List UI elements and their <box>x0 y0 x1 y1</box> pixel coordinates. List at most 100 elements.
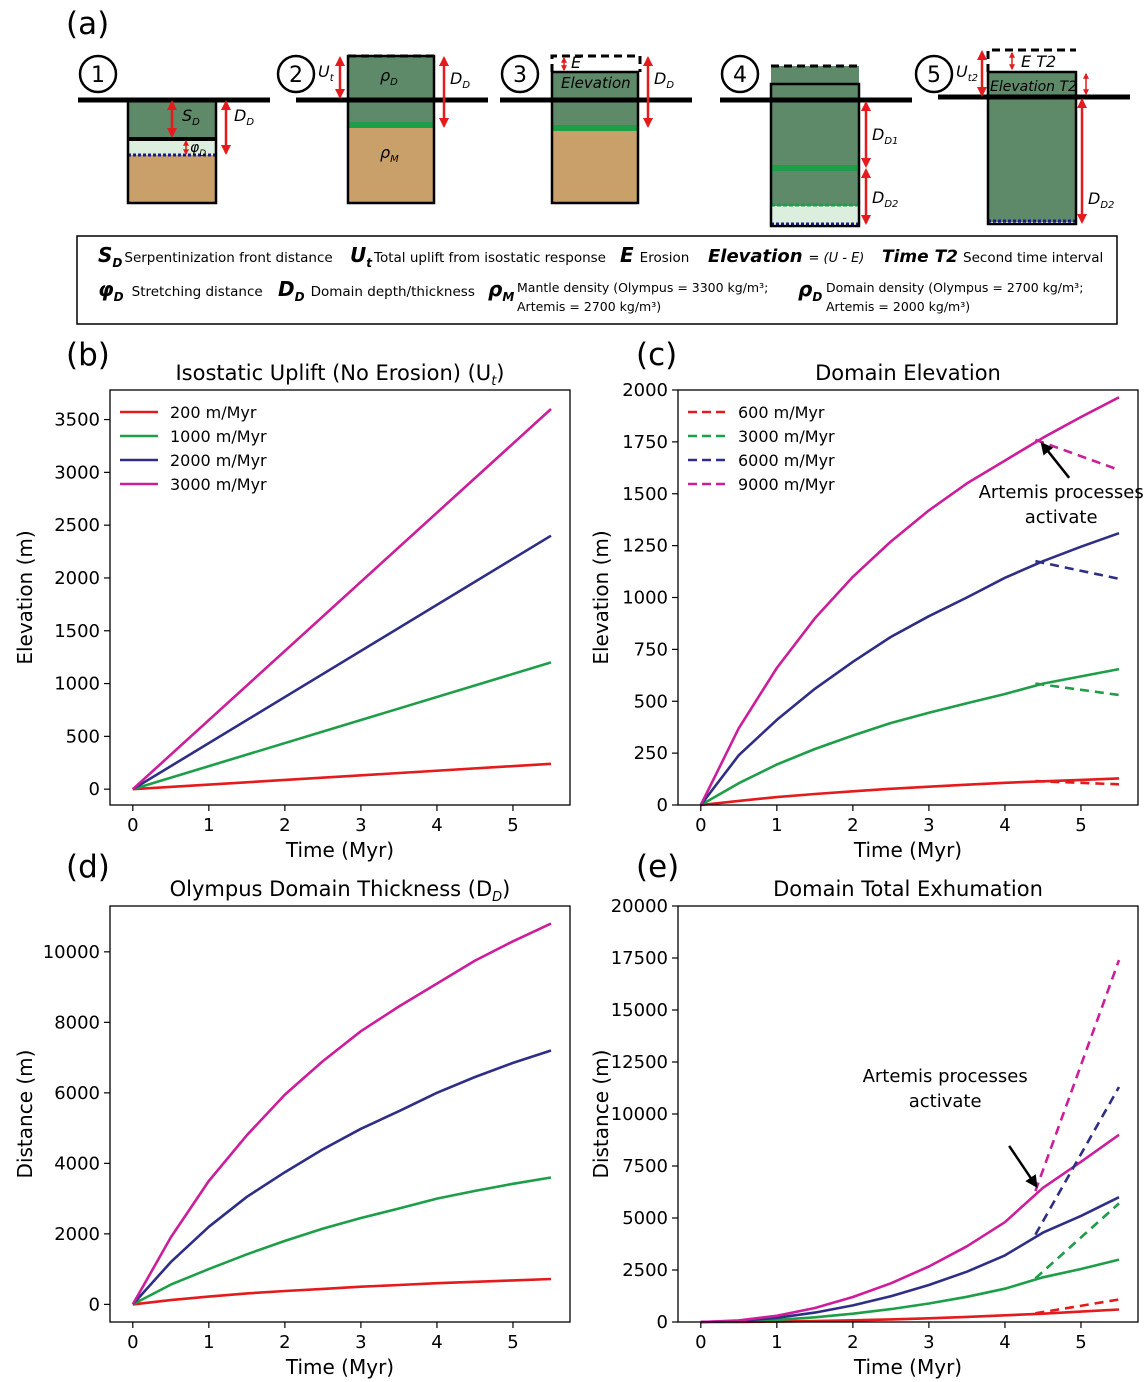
svg-text:Ut: Ut <box>318 62 335 84</box>
label-elevation-t2: Elevation T2 <box>990 79 1077 95</box>
y-tick-label: 10000 <box>611 1104 668 1125</box>
svg-text:DD2: DD2 <box>872 188 898 210</box>
series-line-4 <box>699 396 1120 806</box>
series-line-3 <box>132 534 552 791</box>
y-tick-label: 4000 <box>54 1153 100 1174</box>
chart-title-main: Isostatic Uplift (No Erosion) (U <box>175 361 491 385</box>
chart-title-main: Domain Total Exhumation <box>773 877 1043 901</box>
schematic-step-1: 1 SD DD φD <box>78 54 270 205</box>
panel-label-b: (b) <box>66 337 110 373</box>
schematic-legend: SD Serpentinization front distance Ut Tota… <box>76 235 1118 325</box>
chart-title-main: Olympus Domain Thickness (D <box>170 877 493 901</box>
series-line-6 <box>1034 1202 1120 1280</box>
x-axis-label: Time (Myr) <box>285 838 394 862</box>
label-dd-2-sub: D <box>462 80 470 91</box>
svg-text:DD2: DD2 <box>1088 189 1114 211</box>
chart-title-end: ) <box>502 877 510 901</box>
series-line-2 <box>700 1258 1120 1324</box>
y-tick-label: 1500 <box>622 484 668 505</box>
y-tick-label: 750 <box>634 639 668 660</box>
legend-text-e: Erosion <box>640 250 690 266</box>
panel-a: (a) 1 SD DD φD 2 <box>66 6 1130 325</box>
y-tick-label: 10000 <box>43 942 100 963</box>
legend-sym-rho-m: ρ <box>488 277 502 301</box>
chart-title-sub: D <box>492 890 502 905</box>
y-tick-label: 5000 <box>622 1208 668 1229</box>
x-axis-label: Time (Myr) <box>853 838 962 862</box>
svg-text:Elevation= (U - E): Elevation = (U - E) <box>708 246 864 267</box>
y-tick-label: 1500 <box>54 621 100 642</box>
label-rho-m: ρ <box>380 143 390 162</box>
svg-text:ρD: ρD <box>380 66 398 88</box>
label-sd: S <box>182 106 192 125</box>
series-line-2 <box>132 661 552 791</box>
schematic-step-2: 2 Ut ρD ρM DD <box>276 54 488 205</box>
chart-title: Domain Total Exhumation <box>773 877 1043 901</box>
y-tick-label: 500 <box>634 691 668 712</box>
y-tick-label: 7500 <box>622 1156 668 1177</box>
x-tick-label: 4 <box>999 815 1010 836</box>
y-tick-label: 2000 <box>54 1224 100 1245</box>
series-line-1 <box>132 1277 552 1306</box>
y-axis-label: Elevation (m) <box>13 530 37 664</box>
chart-olympus-domain-thickness: Olympus Domain Thickness (DD) 0 1 2 3 4 5 0 2000… <box>13 877 571 1379</box>
x-tick-label: 1 <box>771 1332 782 1353</box>
chart-title-sub: t <box>491 374 497 389</box>
label-rho-d-sub: D <box>390 77 398 88</box>
chart-domain-elevation: Domain Elevation 0 1 2 3 4 5 0 250 500 750 1000 1250… <box>589 361 1144 862</box>
label-e: E <box>571 53 582 72</box>
x-tick-label: 0 <box>695 815 706 836</box>
legend-sym-elevation: Elevation <box>708 246 803 267</box>
schematic-step-5: 5 Ut2 E T2 Elevation T2 DD2 <box>914 48 1130 226</box>
y-axis-label: Distance (m) <box>13 1050 37 1179</box>
y-tick-label: 6000 <box>54 1083 100 1104</box>
plot-frame <box>109 389 571 806</box>
x-tick-label: 5 <box>507 1332 518 1353</box>
y-tick-label: 0 <box>657 795 668 816</box>
legend-label: 3000 m/Myr <box>738 427 835 446</box>
label-ut-sub: t <box>330 73 335 84</box>
label-dd2-1: D <box>872 188 884 207</box>
legend-sym-e: E <box>620 243 634 267</box>
legend-text-rho-d: Domain density (Olympus = 2700 kg/m³; <box>826 280 1083 295</box>
x-tick-label: 2 <box>279 815 290 836</box>
x-tick-label: 3 <box>923 815 934 836</box>
legend-text-dd: Domain depth/thickness <box>311 284 475 300</box>
y-tick-label: 3000 <box>54 462 100 483</box>
step-number-5: 5 <box>927 63 941 88</box>
annotation-text: Artemis processes <box>979 482 1144 503</box>
y-axis-label: Elevation (m) <box>589 530 613 664</box>
x-tick-label: 3 <box>355 815 366 836</box>
y-tick-label: 500 <box>66 726 100 747</box>
legend-label: 1000 m/Myr <box>170 427 267 446</box>
svg-text:ρM: ρM <box>488 277 514 304</box>
svg-text:SD: SD <box>182 106 200 128</box>
legend-sym-rho-d: ρ <box>798 277 812 301</box>
x-tick-label: 4 <box>999 1332 1010 1353</box>
label-dd1-sub: D1 <box>884 136 898 147</box>
legend-label: 6000 m/Myr <box>738 451 835 470</box>
x-tick-label: 0 <box>127 815 138 836</box>
step-number-1: 1 <box>91 63 105 88</box>
series-line-3 <box>131 1049 552 1306</box>
series-line-8 <box>1034 438 1120 472</box>
series-line-1 <box>132 762 552 791</box>
label-dd-3-sub: D <box>666 80 674 91</box>
plot-frame <box>677 905 1139 1323</box>
annotation-arrow <box>1040 441 1071 479</box>
chart-domain-total-exhumation: Domain Total Exhumation 0 1 2 3 4 5 0 2500 5000 75… <box>589 877 1139 1379</box>
y-tick-label: 0 <box>89 779 100 800</box>
legend-sym-sd: S <box>98 243 112 267</box>
label-phi: φ <box>190 140 200 156</box>
schematic-step-3: 3 E Elevation DD <box>500 53 692 205</box>
legend-text-time-t2: Second time interval <box>963 250 1103 266</box>
legend-text-rho-m: Mantle density (Olympus = 3300 kg/m³; <box>517 280 768 295</box>
series-line-4 <box>700 1133 1120 1324</box>
y-tick-label: 2500 <box>54 515 100 536</box>
